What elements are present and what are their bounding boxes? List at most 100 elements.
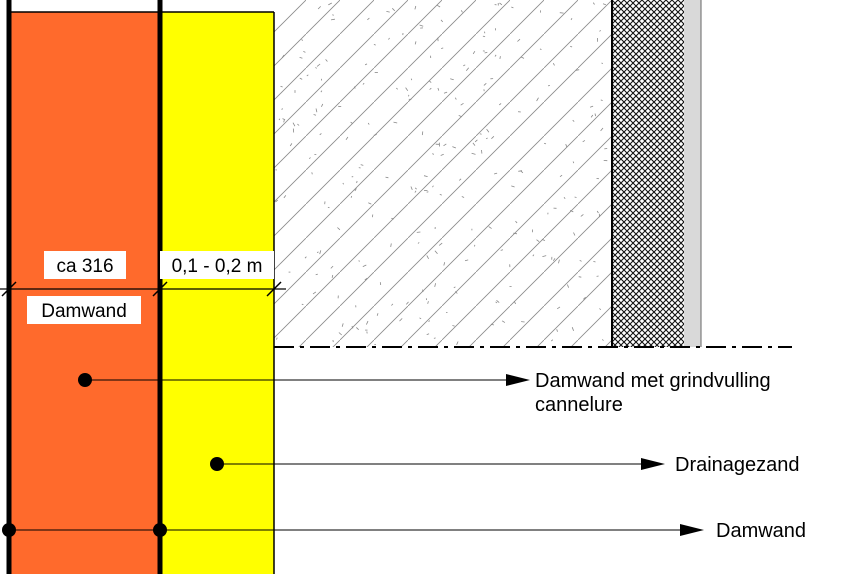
concrete-speckle <box>572 161 575 164</box>
concrete-speckle <box>513 232 518 235</box>
concrete-speckle <box>580 214 584 217</box>
concrete-speckle <box>368 202 372 205</box>
concrete-speckle <box>434 250 438 254</box>
concrete-speckle <box>471 152 476 155</box>
damwand-layer <box>9 12 160 574</box>
concrete-speckle <box>419 24 424 27</box>
concrete-speckle <box>342 182 345 185</box>
concrete-speckle <box>278 118 281 121</box>
concrete-speckle <box>488 226 492 229</box>
concrete-speckle <box>452 325 455 327</box>
concrete-speckle <box>405 301 409 305</box>
concrete-speckle <box>483 82 487 86</box>
concrete-speckle <box>362 82 365 85</box>
concrete-speckle <box>275 199 278 203</box>
concrete-speckle <box>472 142 476 146</box>
concrete-speckle <box>493 172 498 175</box>
concrete-speckle <box>570 45 573 48</box>
concrete-speckle <box>315 273 318 276</box>
concrete-speckle <box>596 210 599 214</box>
concrete-speckle <box>499 56 501 59</box>
concrete-speckle <box>325 59 328 62</box>
concrete-speckle <box>345 136 349 141</box>
concrete-speckle <box>385 176 389 179</box>
concrete-speckle <box>315 66 317 69</box>
concrete-speckle <box>429 87 432 90</box>
concrete-speckle <box>482 35 486 38</box>
concrete-speckle <box>552 63 555 66</box>
concrete-speckle <box>458 114 462 118</box>
concrete-speckle <box>575 69 580 71</box>
wall-finish-strip <box>684 0 701 347</box>
concrete-speckle <box>434 283 436 287</box>
concrete-speckle <box>583 296 586 300</box>
concrete-speckle <box>541 239 546 241</box>
concrete-speckle <box>281 108 283 110</box>
concrete-speckle <box>429 80 432 83</box>
concrete-speckle <box>556 329 558 332</box>
concrete-speckle <box>410 78 413 81</box>
concrete-speckle <box>419 317 422 320</box>
callout-damwand-dot-right <box>153 523 167 537</box>
concrete-speckle <box>572 119 575 122</box>
concrete-speckle <box>393 121 398 124</box>
concrete-speckle <box>405 87 409 92</box>
concrete-speckle <box>396 87 398 90</box>
concrete-speckle <box>452 146 457 149</box>
concrete-speckle <box>513 300 516 305</box>
concrete-speckle <box>414 5 417 10</box>
concrete-speckle <box>421 131 424 136</box>
concrete-speckle <box>299 57 303 59</box>
concrete-speckle <box>316 63 321 67</box>
concrete-speckle <box>501 320 506 323</box>
concrete-speckle <box>417 242 420 244</box>
concrete-speckle <box>579 260 582 262</box>
concrete-speckle <box>454 97 457 100</box>
concrete-speckle <box>414 190 417 193</box>
drainage-width-label: 0,1 - 0,2 m <box>172 256 263 277</box>
concrete-speckle <box>499 2 503 6</box>
callout-grindvulling: Damwand met grindvulling cannelure <box>78 370 771 416</box>
concrete-speckle <box>358 260 361 262</box>
concrete-speckle <box>518 170 523 172</box>
concrete-region <box>274 0 612 347</box>
wall-crosshatch <box>612 0 684 347</box>
concrete-speckle <box>351 325 354 329</box>
concrete-speckle <box>433 337 436 339</box>
concrete-speckle <box>426 255 429 259</box>
concrete-speckle <box>520 56 525 59</box>
concrete-speckle <box>399 318 403 322</box>
concrete-speckle <box>443 91 448 94</box>
concrete-speckle <box>328 2 332 6</box>
concrete-speckle <box>280 85 283 88</box>
concrete-speckle <box>484 51 488 54</box>
concrete-speckle <box>599 30 601 32</box>
concrete-speckle <box>311 172 313 175</box>
concrete-speckle <box>453 286 456 289</box>
damwand-width-label: ca 316 <box>56 256 113 277</box>
concrete-speckle <box>593 261 596 263</box>
concrete-speckle <box>354 188 357 192</box>
concrete-speckle <box>350 195 353 198</box>
callout-grindvulling-arrow <box>506 374 530 386</box>
concrete-speckle <box>490 323 495 326</box>
concrete-speckle <box>301 39 304 41</box>
concrete-speckle <box>437 87 440 91</box>
concrete-speckle <box>602 339 604 341</box>
concrete-speckle <box>327 206 330 209</box>
concrete-speckle <box>364 277 368 281</box>
concrete-speckle <box>373 44 376 46</box>
callout-grindvulling-line1: Damwand met grindvulling <box>535 370 771 392</box>
concrete-speckle <box>414 187 417 190</box>
concrete-speckle <box>376 313 379 316</box>
concrete-speckle <box>366 320 369 325</box>
concrete-speckle <box>350 121 353 124</box>
concrete-speckle <box>289 143 293 147</box>
concrete-speckle <box>321 103 324 107</box>
concrete-speckle <box>297 123 300 126</box>
concrete-speckle <box>461 196 465 198</box>
concrete-speckle <box>542 255 547 257</box>
concrete-speckle <box>282 118 286 121</box>
concrete-speckle <box>356 327 359 330</box>
concrete-speckle <box>303 50 306 53</box>
